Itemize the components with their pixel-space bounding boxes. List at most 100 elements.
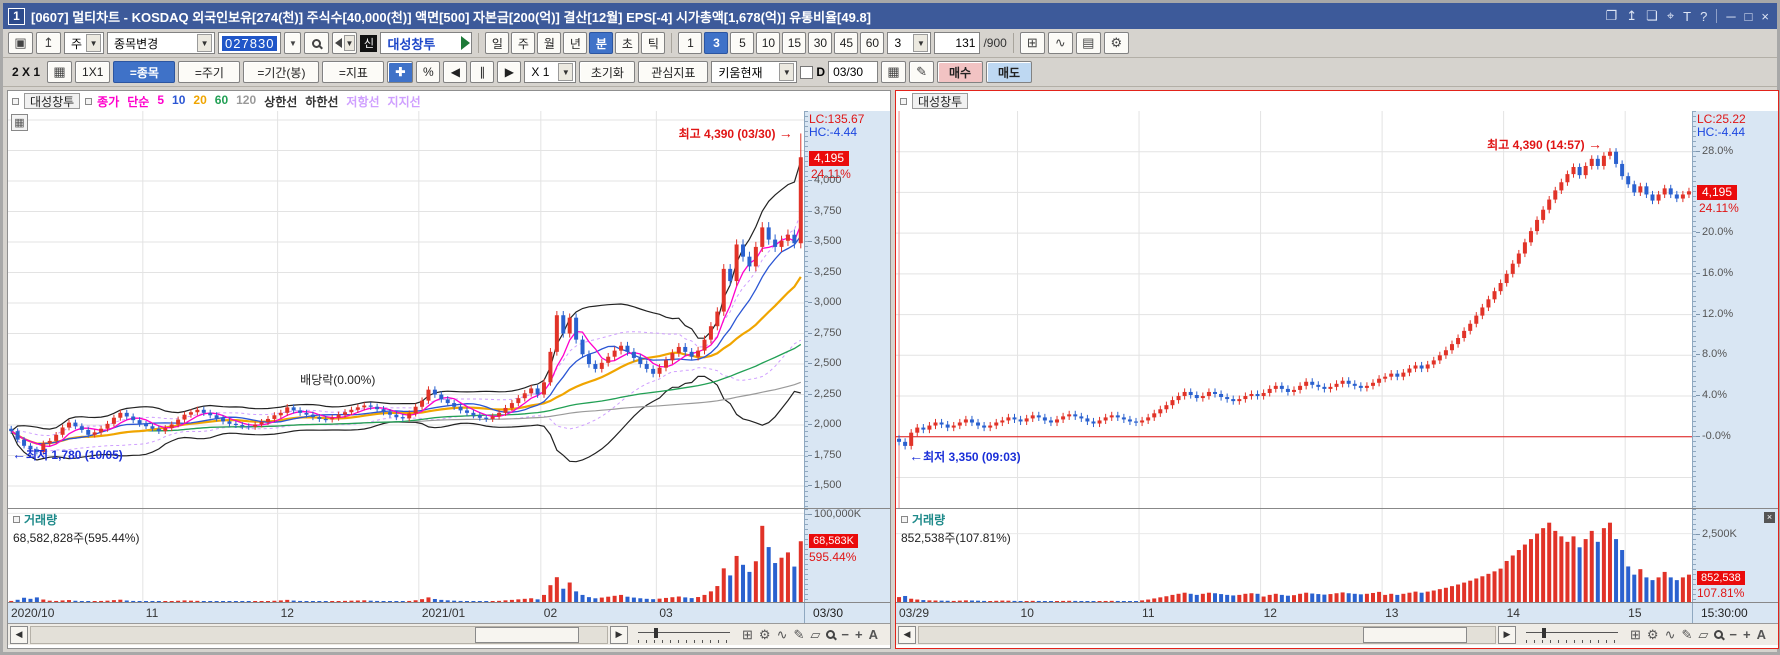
minute-price-plot[interactable]: 최고 4,390 (14:57) → ←최저 3,350 (09:03) — [896, 111, 1692, 508]
popup-window-button[interactable]: ▣ — [8, 32, 33, 54]
percent-scale-button[interactable]: % — [416, 61, 441, 83]
pause-button[interactable]: ∥ — [470, 61, 495, 83]
drawing-tool-button[interactable]: ✎ — [909, 61, 935, 83]
zoom-slider[interactable] — [638, 627, 730, 643]
stock-name-display[interactable]: 대성창투 — [380, 32, 473, 54]
pin-chart-button[interactable]: ↥ — [36, 32, 61, 54]
indicator-toggle-icon[interactable] — [900, 97, 907, 105]
mini-grid-icon[interactable]: ▦ — [11, 114, 28, 131]
close-button[interactable]: × — [1761, 8, 1769, 24]
dock-top-icon[interactable]: ↥ — [1626, 8, 1638, 23]
chevron-down-icon[interactable]: ▼ — [913, 34, 929, 52]
minute-button-3[interactable]: 3 — [704, 32, 729, 54]
sync-stock-button[interactable]: =종목 — [113, 61, 176, 83]
magnifier-icon[interactable] — [826, 630, 836, 639]
period-quick-combo[interactable]: 주 ▼ — [64, 32, 105, 54]
period-button-틱[interactable]: 틱 — [641, 32, 666, 54]
period-button-일[interactable]: 일 — [485, 32, 510, 54]
chart-copy-icon[interactable]: ⊞ — [1630, 626, 1641, 642]
add-indicator-button[interactable]: ∿ — [1047, 32, 1073, 54]
scroll-right-button[interactable]: ▶ — [610, 625, 628, 644]
gear-icon[interactable]: ⚙ — [1646, 626, 1659, 642]
minute-button-30[interactable]: 30 — [808, 32, 833, 54]
indicator-toggle-icon[interactable] — [12, 97, 19, 105]
code-dropdown-button[interactable]: ▼ — [284, 32, 302, 54]
daily-price-axis[interactable]: LC:135.67 HC:-4.44 4,195 24.11% 4,000 3,7… — [804, 111, 890, 508]
minute-button-45[interactable]: 45 — [834, 32, 859, 54]
minute-button-15[interactable]: 15 — [782, 32, 807, 54]
indicator-toggle-icon[interactable] — [901, 516, 908, 523]
collapse-icon[interactable]: × — [1764, 512, 1775, 523]
help-icon[interactable]: ? — [1700, 8, 1708, 24]
sync-period-button[interactable]: =주기 — [178, 61, 241, 83]
bar-index-input[interactable]: 131 — [934, 32, 981, 54]
sound-button[interactable]: ▼ — [332, 32, 358, 54]
zoom-slider[interactable] — [1526, 627, 1618, 643]
auto-scale-icon[interactable]: A — [1756, 627, 1766, 642]
magnifier-icon[interactable] — [1714, 630, 1724, 639]
trendline-icon[interactable]: ∿ — [1664, 626, 1676, 642]
eraser-icon[interactable]: ▱ — [1698, 626, 1709, 642]
search-button[interactable] — [304, 32, 330, 54]
grid-picker-button[interactable]: ▦ — [47, 61, 73, 83]
cascade-icon[interactable]: ❏ — [1646, 8, 1658, 23]
scrollbar-track[interactable] — [30, 625, 608, 644]
draw-icon[interactable]: ✎ — [1681, 626, 1693, 642]
indicator-toggle-icon[interactable] — [13, 516, 20, 523]
period-button-월[interactable]: 월 — [537, 32, 562, 54]
chart-stock-name[interactable]: 대성창투 — [912, 93, 969, 109]
minute-button-10[interactable]: 10 — [756, 32, 781, 54]
sync-indicator-button[interactable]: =지표 — [322, 61, 385, 83]
chevron-down-icon[interactable]: ▼ — [779, 63, 795, 81]
save-chart-button[interactable]: ▤ — [1075, 32, 1101, 54]
maximize-button[interactable]: □ — [1744, 8, 1753, 24]
stock-change-combo[interactable]: 종목변경 ▼ — [107, 32, 216, 54]
favorite-indicator-button[interactable]: 관심지표 — [638, 61, 709, 83]
zoom-in-icon[interactable]: + — [854, 627, 863, 642]
sell-button[interactable]: 매도 — [986, 61, 1033, 83]
settings-button[interactable]: ⚙ — [1103, 32, 1129, 54]
buy-button[interactable]: 매수 — [937, 61, 984, 83]
zoom-in-icon[interactable]: + — [1742, 627, 1751, 642]
scroll-left-button[interactable]: ◀ — [10, 625, 28, 644]
period-button-분[interactable]: 분 — [589, 32, 614, 54]
gear-icon[interactable]: ⚙ — [758, 626, 771, 642]
period-button-초[interactable]: 초 — [615, 32, 640, 54]
scroll-left-button[interactable]: ◀ — [898, 625, 916, 644]
x-scale-combo[interactable]: X 1 ▼ — [524, 61, 577, 83]
minute-price-axis[interactable]: LC:25.22 HC:-4.44 4,195 24.11% 28.0% 20.0… — [1692, 111, 1778, 508]
auto-scale-icon[interactable]: A — [868, 627, 878, 642]
period-button-주[interactable]: 주 — [511, 32, 536, 54]
scrollbar-thumb[interactable] — [474, 626, 579, 643]
tick-count-combo[interactable]: 3 ▼ — [887, 32, 932, 54]
minute-button-60[interactable]: 60 — [860, 32, 885, 54]
trendline-icon[interactable]: ∿ — [776, 626, 788, 642]
move-tool-button[interactable]: ✚ — [387, 61, 414, 83]
minute-button-1[interactable]: 1 — [678, 32, 703, 54]
d-checkbox[interactable] — [800, 65, 814, 79]
chevron-down-icon[interactable]: ▼ — [343, 35, 355, 51]
chart-copy-icon[interactable]: ⊞ — [742, 626, 753, 642]
minute-button-5[interactable]: 5 — [730, 32, 755, 54]
daily-price-plot[interactable]: ▦ 최고 4,390 (03/30) → ←최저 1,780 (10/05) 배… — [8, 111, 804, 508]
zoom-slider-handle[interactable] — [654, 627, 658, 638]
scroll-right-button[interactable]: ▶ — [1498, 625, 1516, 644]
chevron-down-icon[interactable]: ▼ — [86, 34, 102, 52]
chevron-down-icon[interactable]: ▼ — [197, 34, 213, 52]
step-back-button[interactable]: ◀ — [443, 61, 468, 83]
scrollbar-track[interactable] — [918, 625, 1496, 644]
eraser-icon[interactable]: ▱ — [810, 626, 821, 642]
reset-button[interactable]: 초기화 — [579, 61, 636, 83]
indicator-toggle-icon[interactable] — [85, 97, 93, 105]
chevron-down-icon[interactable]: ▼ — [558, 63, 574, 81]
minimize-button[interactable]: ─ — [1726, 8, 1736, 24]
step-forward-button[interactable]: ▶ — [497, 61, 522, 83]
layout-1x1-button[interactable]: 1X1 — [75, 61, 111, 83]
add-chart-button[interactable]: ⊞ — [1019, 32, 1045, 54]
clone-window-icon[interactable]: ❐ — [1605, 8, 1618, 23]
minute-volume-plot[interactable]: 거래량 852,538주(107.81%) — [896, 509, 1692, 602]
daily-volume-plot[interactable]: 거래량 68,582,828주(595.44%) — [8, 509, 804, 602]
date-input[interactable]: 03/30 — [828, 61, 879, 83]
zoom-out-icon[interactable]: − — [841, 627, 849, 642]
kiwoom-current-combo[interactable]: 키움현재 ▼ — [711, 61, 798, 83]
